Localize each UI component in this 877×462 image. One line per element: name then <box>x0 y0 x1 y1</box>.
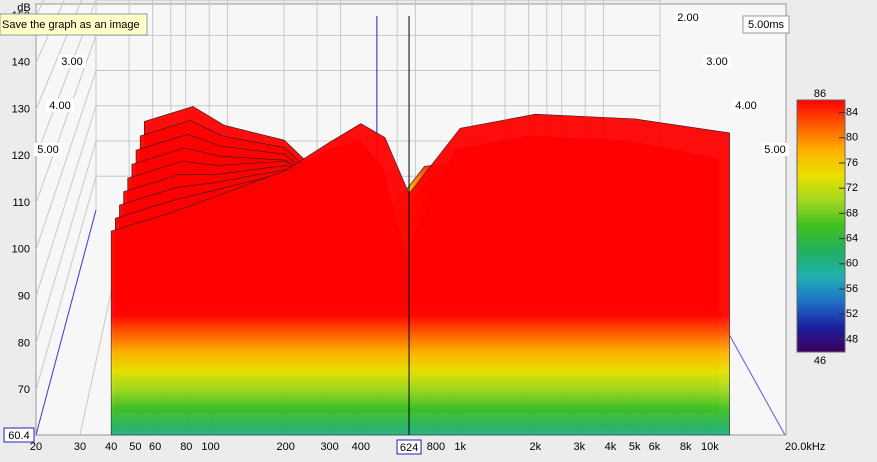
y-tick-label: 130 <box>12 103 30 115</box>
x-tick-label: 300 <box>320 441 338 453</box>
time-range-box <box>742 15 790 34</box>
colorbar-tick-label: 56 <box>846 283 858 295</box>
time-range: 5.00ms <box>748 19 785 31</box>
x-tick-label: 40 <box>105 441 117 453</box>
cursor-y-label: 60.4 <box>8 430 29 442</box>
time-tick-box <box>761 143 789 156</box>
time-tick-label: 5.00 <box>37 144 58 156</box>
x-tick-label: 200 <box>276 441 294 453</box>
x-tick-label: 4k <box>605 441 617 453</box>
y-axis-label: dB <box>17 2 30 14</box>
x-tick-label: 8k <box>680 441 692 453</box>
time-tick-label: 2.00 <box>677 12 698 24</box>
colorbar-min: 46 <box>814 355 826 367</box>
time-tick-label: 3.00 <box>61 56 82 68</box>
time-tick-box <box>674 11 702 24</box>
colorbar-tick-label: 76 <box>846 157 858 169</box>
y-tick-label: 90 <box>18 290 30 302</box>
x-tick-label: 3k <box>573 441 585 453</box>
colorbar-tick-label: 52 <box>846 308 858 320</box>
colorbar-tick-label: 72 <box>846 182 858 194</box>
time-tick-label: 5.00 <box>764 144 785 156</box>
x-tick-label: 60 <box>149 441 161 453</box>
x-tick-label: 6k <box>649 441 661 453</box>
tooltip-box <box>0 13 148 36</box>
colorbar-max: 86 <box>814 88 826 100</box>
x-tick-label: 1k <box>454 441 466 453</box>
cursor-x-box <box>396 439 422 455</box>
time-tick-box <box>46 99 74 112</box>
x-tick-label: 100 <box>201 441 219 453</box>
x-tick-label: 5k <box>629 441 641 453</box>
colorbar-tick-label: 84 <box>846 107 858 119</box>
time-tick-label: 3.00 <box>706 56 727 68</box>
time-tick-box <box>58 55 86 68</box>
grid-line <box>35 0 65 63</box>
y-tick-label: 120 <box>12 150 30 162</box>
x-tick-label: 400 <box>352 441 370 453</box>
grid-line <box>35 70 97 250</box>
x-tick-label: 800 <box>427 441 445 453</box>
colorbar-tick-label: 64 <box>846 233 858 245</box>
time-tick-box <box>703 55 731 68</box>
x-tick-label: 20.0kHz <box>785 441 825 453</box>
grid-line <box>35 0 82 110</box>
x-tick-label: 20 <box>30 441 42 453</box>
colorbar-tick-label: 60 <box>846 258 858 270</box>
grid-line <box>35 140 97 344</box>
colorbar <box>796 99 846 353</box>
colorbar-tick-label: 68 <box>846 207 858 219</box>
x-tick-label: 2k <box>530 441 542 453</box>
slice <box>110 113 730 436</box>
tooltip: Save the graph as an image <box>2 19 140 31</box>
y-tick-label: 100 <box>12 244 30 256</box>
time-tick-label: 4.00 <box>735 100 756 112</box>
grid-line <box>35 105 97 297</box>
time-tick-box <box>34 143 62 156</box>
y-tick-label: 80 <box>18 337 30 349</box>
x-tick-label: 50 <box>129 441 141 453</box>
grid-line <box>35 176 97 391</box>
floor-edge <box>35 209 97 436</box>
colorbar-tick-label: 80 <box>846 132 858 144</box>
time-tick-label: 4.00 <box>49 100 70 112</box>
cursor-y-box <box>3 427 35 443</box>
x-tick-label: 80 <box>180 441 192 453</box>
x-tick-label: 30 <box>74 441 86 453</box>
time-tick-box <box>732 99 760 112</box>
y-tick-label: 70 <box>18 384 30 396</box>
y-tick-label: 140 <box>12 57 30 69</box>
cursor-x-label: 624 <box>400 442 418 454</box>
colorbar-tick-label: 48 <box>846 333 858 345</box>
y-tick-label: 110 <box>12 197 30 209</box>
x-tick-label: 10k <box>701 441 719 453</box>
